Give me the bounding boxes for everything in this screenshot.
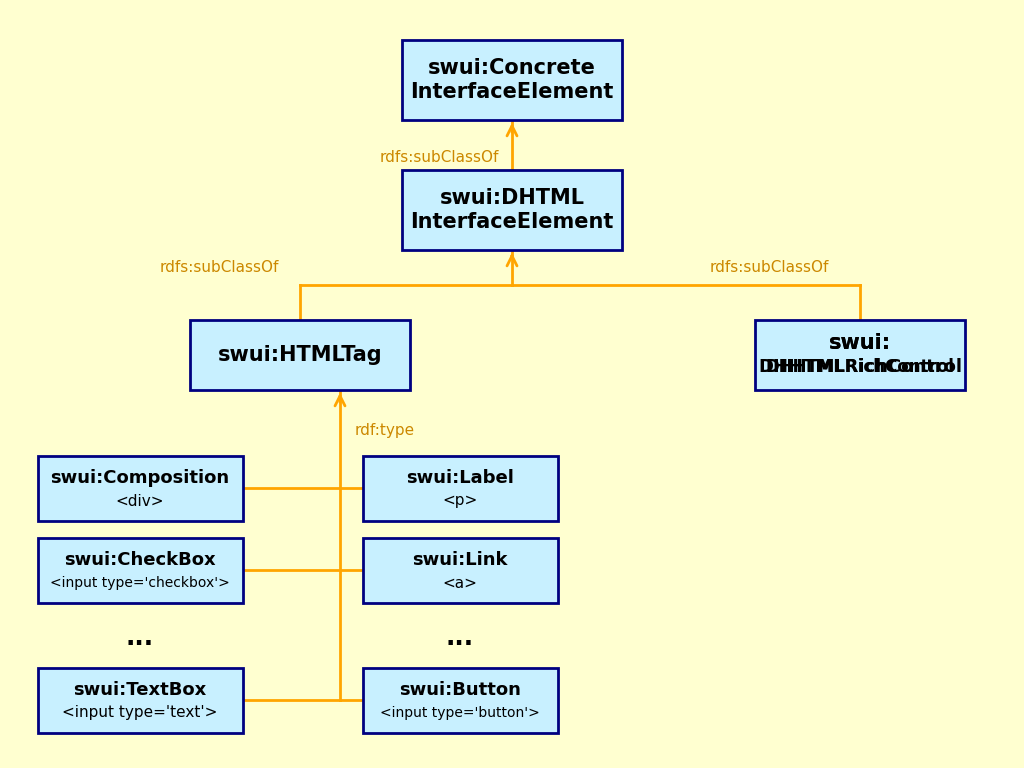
Text: swui:CheckBox: swui:CheckBox — [65, 551, 216, 569]
Text: swui:HTMLTag: swui:HTMLTag — [218, 345, 382, 365]
Text: swui:: swui: — [829, 333, 891, 353]
Text: rdfs:subClassOf: rdfs:subClassOf — [710, 260, 829, 276]
Text: swui:TextBox: swui:TextBox — [74, 681, 207, 699]
Bar — [38, 455, 243, 521]
Bar — [362, 455, 557, 521]
Text: InterfaceElement: InterfaceElement — [411, 82, 613, 102]
Text: swui:Concrete: swui:Concrete — [428, 58, 596, 78]
Text: DHHTMLRichControl: DHHTMLRichControl — [758, 358, 962, 376]
Bar — [402, 40, 622, 120]
Text: <a>: <a> — [442, 575, 477, 591]
Text: rdfs:subClassOf: rdfs:subClassOf — [160, 260, 280, 276]
Text: swui:DHTML: swui:DHTML — [439, 188, 585, 208]
Text: swui:Link: swui:Link — [413, 551, 508, 569]
Bar — [190, 320, 410, 390]
Text: swui:Button: swui:Button — [399, 681, 521, 699]
Text: <div>: <div> — [116, 494, 164, 508]
Text: ...: ... — [126, 626, 154, 650]
Text: rdfs:subClassOf: rdfs:subClassOf — [380, 151, 500, 165]
Text: rdf:type: rdf:type — [355, 422, 415, 438]
Bar — [755, 320, 965, 390]
Text: <input type='button'>: <input type='button'> — [380, 706, 540, 720]
Text: <p>: <p> — [442, 494, 477, 508]
Text: swui:Label: swui:Label — [407, 469, 514, 487]
Text: DHHTMLRichControl: DHHTMLRichControl — [766, 358, 954, 376]
Text: <input type='text'>: <input type='text'> — [62, 706, 218, 720]
Text: swui:: swui: — [829, 333, 891, 353]
Text: ...: ... — [445, 626, 474, 650]
Bar — [402, 170, 622, 250]
Bar — [362, 667, 557, 733]
Text: InterfaceElement: InterfaceElement — [411, 212, 613, 232]
Bar — [38, 667, 243, 733]
Text: <input type='checkbox'>: <input type='checkbox'> — [50, 576, 229, 590]
Bar — [362, 538, 557, 603]
Text: swui:Composition: swui:Composition — [50, 469, 229, 487]
Bar — [38, 538, 243, 603]
